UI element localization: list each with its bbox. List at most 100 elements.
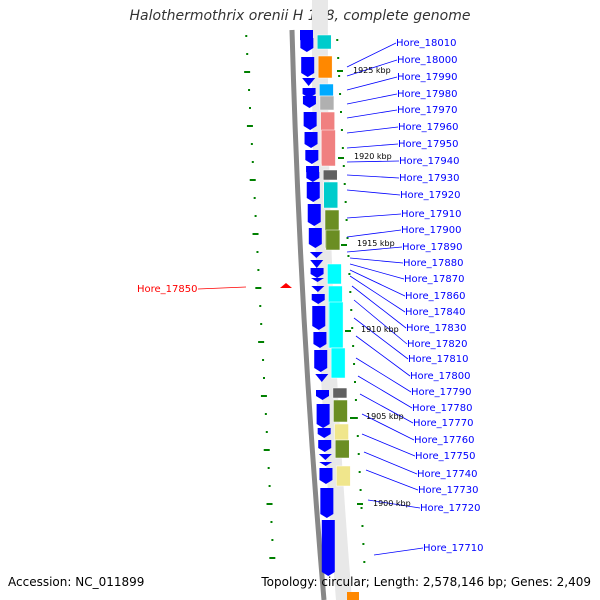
tick-mark-right [336, 39, 339, 41]
leader-line [346, 143, 399, 149]
cog-block[interactable] [328, 301, 344, 349]
gene-label[interactable]: Hore_17910 [401, 209, 462, 220]
gene-arrow[interactable] [310, 268, 324, 278]
gene-label[interactable]: Hore_17990 [397, 72, 458, 83]
gene-arrow[interactable] [307, 204, 321, 226]
gene-arrow[interactable] [317, 428, 331, 438]
gene-arrow[interactable] [315, 374, 329, 382]
gene-arrow[interactable] [303, 112, 317, 130]
cog-block[interactable] [333, 399, 348, 423]
tick-mark-left [268, 485, 271, 487]
gene-arrow[interactable] [311, 286, 325, 292]
gene-arrow[interactable] [309, 252, 323, 258]
cog-block[interactable] [319, 83, 334, 97]
gene-label[interactable]: Hore_17800 [410, 371, 471, 382]
cog-block[interactable] [317, 55, 333, 79]
gene-arrow[interactable] [310, 260, 324, 268]
tick-mark-right [363, 561, 366, 563]
gene-arrow[interactable] [312, 306, 326, 330]
gene-label[interactable]: Hore_17780 [412, 403, 473, 414]
gene-arrow[interactable] [321, 520, 335, 576]
cog-block[interactable] [323, 181, 339, 209]
gene-label[interactable]: Hore_17810 [408, 354, 469, 365]
gene-labels: Hore_18010 Hore_18000 Hore_17990 Hore_17980… [137, 38, 484, 556]
gene-arrow[interactable] [308, 228, 322, 248]
tick-mark-left [259, 305, 262, 307]
gene-arrow[interactable] [320, 488, 334, 518]
gene-arrow[interactable] [306, 182, 320, 202]
tick-mark-right [355, 417, 358, 419]
gene-arrow[interactable] [314, 350, 328, 372]
tick-mark-left [262, 359, 265, 361]
leader-line [349, 275, 406, 313]
gene-label[interactable]: Hore_17730 [418, 485, 479, 496]
cog-block[interactable] [334, 423, 349, 441]
tick-mark-right [343, 183, 346, 185]
kbp-tick [341, 244, 347, 246]
gene-label[interactable]: Hore_17940 [399, 156, 460, 167]
gene-label[interactable]: Hore_17760 [414, 435, 475, 446]
gene-label[interactable]: Hore_18010 [396, 38, 457, 49]
gene-label[interactable]: Hore_17970 [397, 105, 458, 116]
tick-mark-right [358, 471, 361, 473]
gene-arrow[interactable] [302, 96, 316, 108]
tick-mark-right [360, 507, 363, 509]
leader-line [346, 213, 402, 219]
cog-block[interactable] [327, 263, 342, 285]
gene-arrow[interactable] [305, 150, 319, 164]
gene-arrow[interactable] [316, 404, 330, 428]
gene-label[interactable]: Hore_17960 [398, 122, 459, 133]
gene-arrow[interactable] [302, 78, 316, 86]
gene-arrow[interactable] [313, 332, 327, 348]
gene-arrow[interactable] [300, 38, 314, 52]
cog-block[interactable] [330, 347, 346, 379]
tick-mark-left [269, 557, 276, 559]
gene-arrow[interactable] [316, 390, 329, 400]
gene-label[interactable]: Hore_17930 [399, 173, 460, 184]
gene-label[interactable]: Hore_17840 [405, 307, 466, 318]
cog-block[interactable] [322, 169, 338, 181]
gene-label[interactable]: Hore_17740 [417, 469, 478, 480]
cog-block[interactable] [347, 592, 359, 600]
gene-arrow[interactable] [311, 294, 325, 304]
leader-line [346, 93, 398, 105]
gene-arrow[interactable] [318, 454, 332, 460]
gene-label[interactable]: Hore_17750 [415, 451, 476, 462]
gene-label[interactable]: Hore_18000 [397, 55, 458, 66]
gene-label[interactable]: Hore_17880 [403, 258, 464, 269]
gene-label[interactable]: Hore_17820 [407, 339, 468, 350]
selected-gene-label[interactable]: Hore_17850 [137, 284, 198, 295]
selected-gene-marker[interactable] [280, 283, 292, 288]
gene-label[interactable]: Hore_17860 [405, 291, 466, 302]
gene-label[interactable]: Hore_17710 [423, 543, 484, 554]
cog-block[interactable] [332, 387, 348, 399]
gene-arrow[interactable] [319, 462, 333, 466]
gene-label[interactable]: Hore_17920 [400, 190, 461, 201]
gene-label[interactable]: Hore_17980 [397, 89, 458, 100]
gene-label[interactable]: Hore_17770 [413, 418, 474, 429]
gene-label[interactable]: Hore_17830 [406, 323, 467, 334]
tick-mark-right [353, 363, 356, 365]
gene-label[interactable]: Hore_17720 [420, 503, 481, 514]
gene-arrow[interactable] [311, 278, 325, 282]
gene-arrow[interactable] [302, 88, 316, 98]
kbp-label: 1925 kbp [353, 66, 391, 75]
gene-label[interactable]: Hore_17870 [404, 274, 465, 285]
gene-label[interactable]: Hore_17790 [411, 387, 472, 398]
cog-block[interactable] [325, 229, 341, 251]
gene-label[interactable]: Hore_17900 [401, 225, 462, 236]
gene-arrow[interactable] [304, 132, 318, 148]
cog-block[interactable] [334, 439, 350, 459]
cog-block[interactable] [319, 95, 335, 111]
gene-label[interactable]: Hore_17950 [398, 139, 459, 150]
gene-arrow[interactable] [318, 440, 332, 452]
gene-arrow[interactable] [301, 57, 315, 77]
leader-line [349, 263, 405, 280]
gene-arrow[interactable] [319, 468, 333, 484]
tick-mark-left [245, 35, 248, 37]
cog-block[interactable] [316, 34, 332, 50]
cog-block[interactable] [336, 465, 351, 487]
cog-block[interactable] [321, 129, 336, 167]
gene-label[interactable]: Hore_17890 [402, 242, 463, 253]
gene-arrow[interactable] [306, 172, 320, 182]
